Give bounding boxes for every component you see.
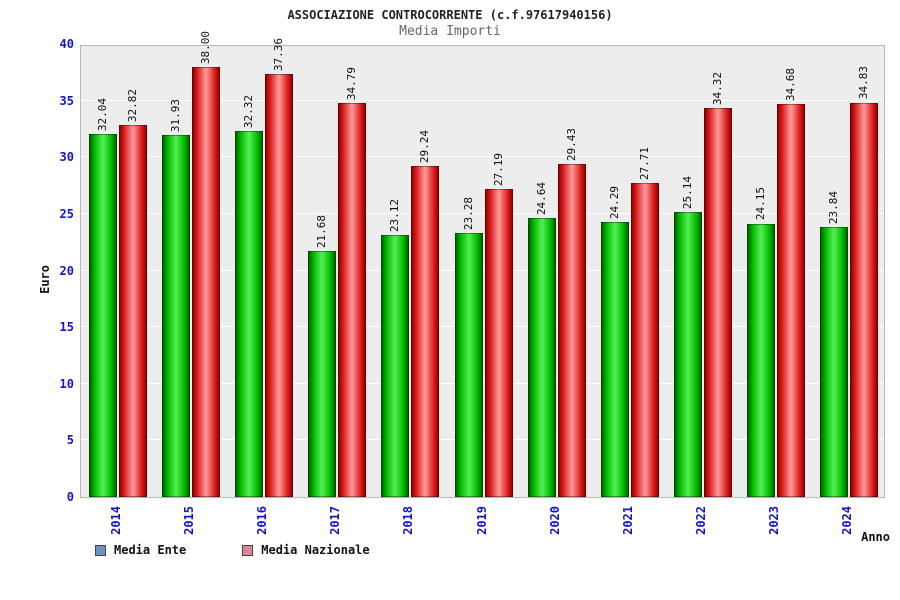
year-label-2022: 2022 xyxy=(694,506,709,535)
bar-media-nazionale-2022 xyxy=(704,108,733,497)
gridline xyxy=(81,156,884,158)
bar-value-label: 32.82 xyxy=(125,89,139,123)
bar-media-ente-2022 xyxy=(674,212,703,497)
bar-value-label: 27.19 xyxy=(491,152,505,187)
year-label-2014: 2014 xyxy=(108,506,123,535)
bar-value-label: 25.14 xyxy=(681,176,695,210)
y-tick-label: 10 xyxy=(59,376,74,391)
bar-media-nazionale-2015 xyxy=(191,66,220,497)
bar-value-label: 32.32 xyxy=(241,94,255,128)
chart-subtitle: Media Importi xyxy=(399,24,501,39)
bar-value-label: 34.79 xyxy=(345,66,359,101)
bar-media-nazionale-2023 xyxy=(777,104,806,497)
bar-media-nazionale-2019 xyxy=(484,189,513,497)
bar-value-label: 23.12 xyxy=(388,199,402,233)
bar-value-label: 27.71 xyxy=(637,147,651,181)
bar-value-label: 34.68 xyxy=(784,68,798,102)
bar-value-label: 21.68 xyxy=(315,215,329,249)
y-tick-label: 5 xyxy=(66,433,74,448)
bar-media-ente-2024 xyxy=(820,227,849,497)
bar-media-nazionale-2024 xyxy=(850,102,879,497)
bar-media-ente-2015 xyxy=(161,135,190,497)
legend-item-media-ente: Media Ente xyxy=(95,543,186,557)
bar-value-label: 23.84 xyxy=(827,190,841,225)
bar-media-nazionale-2021 xyxy=(630,183,659,497)
bar-media-ente-2020 xyxy=(527,217,556,497)
media-ente-swatch-icon xyxy=(95,544,106,556)
bar-media-ente-2017 xyxy=(308,251,337,497)
bar-value-label: 29.43 xyxy=(564,127,578,161)
y-tick-label: 30 xyxy=(59,150,74,165)
legend: Media Ente Media Nazionale xyxy=(95,543,370,557)
y-tick-label: 15 xyxy=(59,320,74,335)
bar-value-label: 34.32 xyxy=(711,72,725,106)
bar-value-label: 34.83 xyxy=(857,66,871,100)
y-tick-label: 20 xyxy=(59,263,74,278)
bar-media-nazionale-2018 xyxy=(411,165,440,497)
bar-value-label: 24.64 xyxy=(534,181,548,215)
year-label-2021: 2021 xyxy=(620,506,635,535)
bar-value-label: 32.04 xyxy=(95,98,109,132)
y-tick-label: 35 xyxy=(59,93,74,108)
bar-media-ente-2021 xyxy=(600,221,629,497)
y-tick-label: 40 xyxy=(59,37,74,51)
gridline xyxy=(81,439,884,441)
bar-media-nazionale-2014 xyxy=(118,125,147,497)
bar-value-label: 38.00 xyxy=(198,30,212,64)
bar-media-ente-2023 xyxy=(747,223,776,497)
bar-media-nazionale-2017 xyxy=(338,103,367,497)
gridline xyxy=(81,212,884,214)
bar-media-ente-2014 xyxy=(88,134,117,497)
year-label-2020: 2020 xyxy=(547,506,562,535)
year-label-2017: 2017 xyxy=(328,506,343,535)
plot-area: 32.04 32.82 31.93 38.00 32.32 37.36 21.68 34.79… xyxy=(80,31,885,498)
year-label-2019: 2019 xyxy=(474,506,489,535)
year-label-2023: 2023 xyxy=(767,506,782,535)
gridline xyxy=(81,326,884,328)
media-nazionale-swatch-icon xyxy=(242,544,254,556)
bar-media-ente-2016 xyxy=(234,130,263,497)
x-axis-title: Anno xyxy=(861,530,890,544)
y-tick-label: 25 xyxy=(59,206,74,221)
gridline xyxy=(81,99,884,101)
bar-value-label: 23.28 xyxy=(461,197,475,231)
year-label-2018: 2018 xyxy=(401,506,416,535)
bar-value-label: 24.29 xyxy=(607,185,621,219)
chart-title: ASSOCIAZIONE CONTROCORRENTE (c.f.9761794… xyxy=(287,8,613,22)
year-label-2024: 2024 xyxy=(840,506,855,535)
bar-media-ente-2018 xyxy=(381,235,410,497)
legend-label-media-nazionale: Media Nazionale xyxy=(261,543,370,557)
bar-media-ente-2019 xyxy=(454,233,483,497)
bar-value-label: 31.93 xyxy=(168,99,182,133)
gridline xyxy=(81,269,884,271)
year-label-2016: 2016 xyxy=(254,506,269,535)
gridline xyxy=(81,43,884,44)
bar-value-label: 37.36 xyxy=(271,37,285,71)
bar-media-nazionale-2020 xyxy=(557,163,586,497)
y-tick-label: 0 xyxy=(66,490,74,504)
bar-media-nazionale-2016 xyxy=(264,73,293,497)
year-label-2015: 2015 xyxy=(181,506,196,535)
bar-value-label: 29.24 xyxy=(418,129,432,163)
legend-item-media-nazionale: Media Nazionale xyxy=(242,543,370,557)
legend-label-media-ente: Media Ente xyxy=(114,543,187,557)
gridline xyxy=(81,382,884,384)
y-axis-title: Euro xyxy=(38,265,52,294)
bar-value-label: 24.15 xyxy=(754,187,768,221)
